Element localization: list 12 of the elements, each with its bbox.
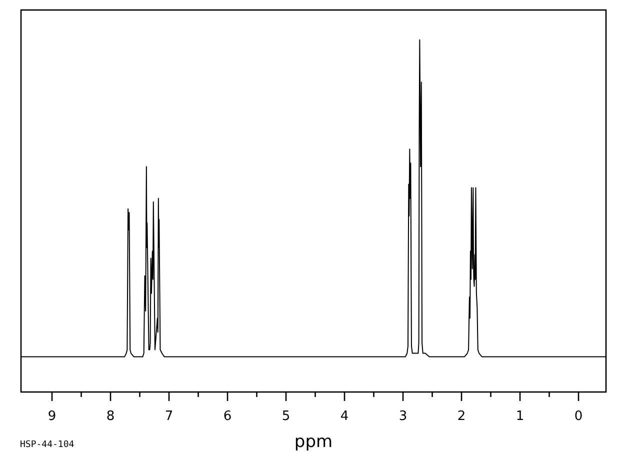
x-tick-label: 5 bbox=[282, 409, 290, 424]
x-tick-label: 9 bbox=[48, 409, 56, 424]
x-tick-label: 8 bbox=[106, 409, 115, 424]
x-tick-label: 6 bbox=[223, 409, 232, 424]
x-tick-label: 7 bbox=[164, 409, 174, 424]
x-tick-label: 2 bbox=[457, 409, 466, 424]
x-axis-title: ppm bbox=[294, 432, 333, 452]
text: HSP-44-104 bbox=[20, 440, 74, 450]
x-tick-label: 4 bbox=[340, 409, 349, 424]
x-tick-label: 3 bbox=[398, 409, 408, 424]
x-tick-label: 0 bbox=[574, 409, 583, 424]
x-tick-label: 1 bbox=[516, 409, 524, 424]
